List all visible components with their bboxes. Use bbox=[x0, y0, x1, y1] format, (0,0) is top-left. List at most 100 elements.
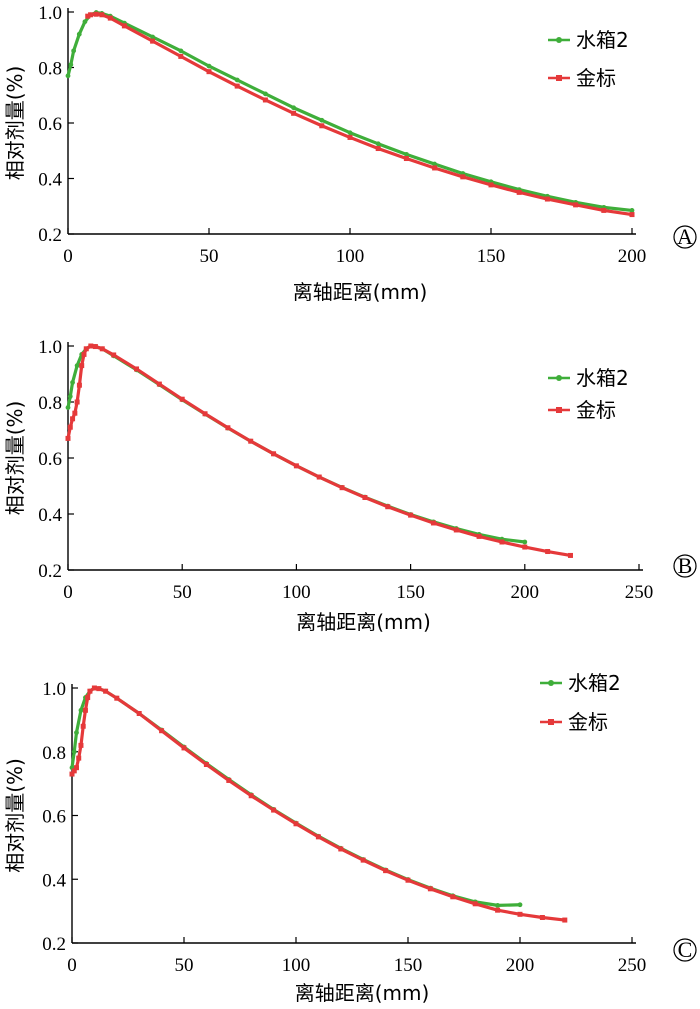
x-tick-label: 250 bbox=[625, 582, 654, 603]
series-water-point bbox=[65, 73, 71, 79]
y-axis-label: 相对剂量(%) bbox=[3, 401, 27, 516]
series-water-point bbox=[74, 363, 80, 368]
series-gold-point bbox=[103, 688, 109, 694]
series-gold-point bbox=[262, 97, 268, 103]
series-water-point bbox=[74, 730, 79, 736]
series-water-line bbox=[66, 344, 525, 544]
series-water-point bbox=[71, 48, 77, 54]
y-tick-label: 0.2 bbox=[38, 561, 62, 582]
panel-label-circle bbox=[673, 938, 697, 962]
y-tick-label: 0.6 bbox=[38, 449, 62, 470]
x-tick-label: 0 bbox=[63, 246, 73, 267]
series-gold-point bbox=[179, 396, 185, 402]
x-tick-label: 150 bbox=[396, 582, 425, 603]
chart-panel-a: 0.2 0.4 0.6 0.8 1.0 0 50 100 150 200 相对剂量(%) 离轴距离(m… bbox=[3, 3, 697, 304]
series-water-point bbox=[375, 141, 381, 147]
y-axis-label: 相对剂量(%) bbox=[3, 758, 27, 873]
series-gold-point bbox=[134, 366, 140, 372]
panel-label: A bbox=[677, 224, 693, 249]
y-tick-label: 0.8 bbox=[38, 393, 62, 414]
series-gold-point bbox=[81, 351, 87, 357]
series-gold-point bbox=[70, 416, 76, 422]
series-gold-point bbox=[67, 424, 73, 430]
series-water-point bbox=[263, 91, 268, 97]
series-gold-point bbox=[121, 23, 127, 29]
series-gold-point bbox=[248, 793, 254, 799]
series-water-point bbox=[347, 130, 353, 136]
legend-swatch-marker bbox=[548, 680, 554, 686]
legend-swatch-marker bbox=[556, 407, 562, 413]
y-tick-label: 0.8 bbox=[38, 59, 62, 80]
series-gold-point bbox=[601, 207, 607, 213]
panel-label: B bbox=[678, 553, 693, 578]
series-gold-point bbox=[99, 346, 105, 352]
series-water-point bbox=[234, 77, 240, 83]
series-gold-point bbox=[629, 212, 635, 218]
series-gold-point bbox=[293, 463, 299, 469]
series-water-point bbox=[65, 405, 71, 410]
series-gold-point bbox=[99, 12, 105, 18]
series-gold-point bbox=[453, 527, 459, 533]
legend-label: 水箱2 bbox=[568, 671, 621, 695]
series-gold-point bbox=[315, 834, 321, 840]
series-gold-point bbox=[107, 15, 113, 21]
series-gold-point bbox=[71, 768, 77, 774]
chart-panel-b: 0.2 0.4 0.6 0.8 1.0 0 50 100 150 200 250 相对剂量(%) 离轴距… bbox=[3, 337, 697, 634]
y-tick-label: 0.4 bbox=[42, 870, 66, 891]
series-gold-point bbox=[291, 110, 297, 116]
series-water-point bbox=[71, 749, 77, 755]
x-tick-label: 200 bbox=[506, 955, 535, 976]
y-axis-label: 相对剂量(%) bbox=[3, 66, 27, 181]
series-water-point bbox=[67, 394, 73, 399]
series-gold-point bbox=[111, 352, 117, 358]
series-water-point bbox=[150, 34, 156, 40]
legend-label: 水箱2 bbox=[576, 28, 629, 52]
series-gold-point bbox=[495, 907, 501, 913]
series-gold-point bbox=[385, 504, 391, 510]
series-gold-point bbox=[159, 728, 165, 734]
y-tick-label: 0.2 bbox=[38, 225, 62, 246]
series-gold-point bbox=[82, 707, 88, 713]
legend-swatch-marker bbox=[556, 37, 562, 43]
legend-swatch-marker bbox=[548, 719, 554, 725]
series-gold-point bbox=[73, 765, 79, 771]
legend-label: 金标 bbox=[576, 66, 616, 90]
series-gold-point bbox=[360, 857, 366, 863]
series-gold-point bbox=[339, 485, 345, 491]
series-gold-point bbox=[562, 917, 568, 923]
series-water-point bbox=[629, 208, 635, 213]
x-tick-label: 100 bbox=[282, 582, 311, 603]
series-gold-point bbox=[248, 438, 254, 444]
x-tick-label: 50 bbox=[175, 955, 194, 976]
series-water-point bbox=[432, 161, 437, 167]
series-gold-point bbox=[517, 911, 523, 917]
y-tick-label: 0.4 bbox=[38, 505, 62, 526]
series-gold-point bbox=[79, 363, 85, 369]
y-tick-label: 0.4 bbox=[38, 170, 62, 191]
legend-label: 金标 bbox=[568, 710, 608, 734]
series-gold-line bbox=[70, 686, 565, 922]
series-gold-point bbox=[136, 711, 142, 716]
x-tick-label: 100 bbox=[282, 955, 311, 976]
x-tick-label: 250 bbox=[618, 955, 647, 976]
series-gold-point bbox=[88, 343, 94, 349]
series-gold-point bbox=[476, 533, 482, 539]
series-gold-point bbox=[383, 868, 389, 874]
series-gold-point bbox=[202, 411, 208, 417]
series-gold-point bbox=[85, 695, 91, 701]
panel-label-circle bbox=[673, 225, 697, 249]
series-gold-point bbox=[178, 53, 184, 59]
y-tick-label: 0.8 bbox=[42, 743, 66, 764]
x-tick-label: 150 bbox=[394, 955, 423, 976]
series-gold-point bbox=[450, 894, 456, 900]
series-gold-point bbox=[488, 182, 494, 188]
series-gold-point bbox=[427, 886, 433, 892]
series-gold-point bbox=[225, 425, 231, 431]
series-gold-point bbox=[234, 83, 240, 89]
series-gold-point bbox=[472, 901, 478, 907]
y-tick-label: 0.6 bbox=[38, 114, 62, 135]
series-gold-point bbox=[156, 381, 162, 387]
x-axis-label: 离轴距离(mm) bbox=[296, 610, 431, 634]
x-tick-label: 50 bbox=[173, 582, 192, 603]
